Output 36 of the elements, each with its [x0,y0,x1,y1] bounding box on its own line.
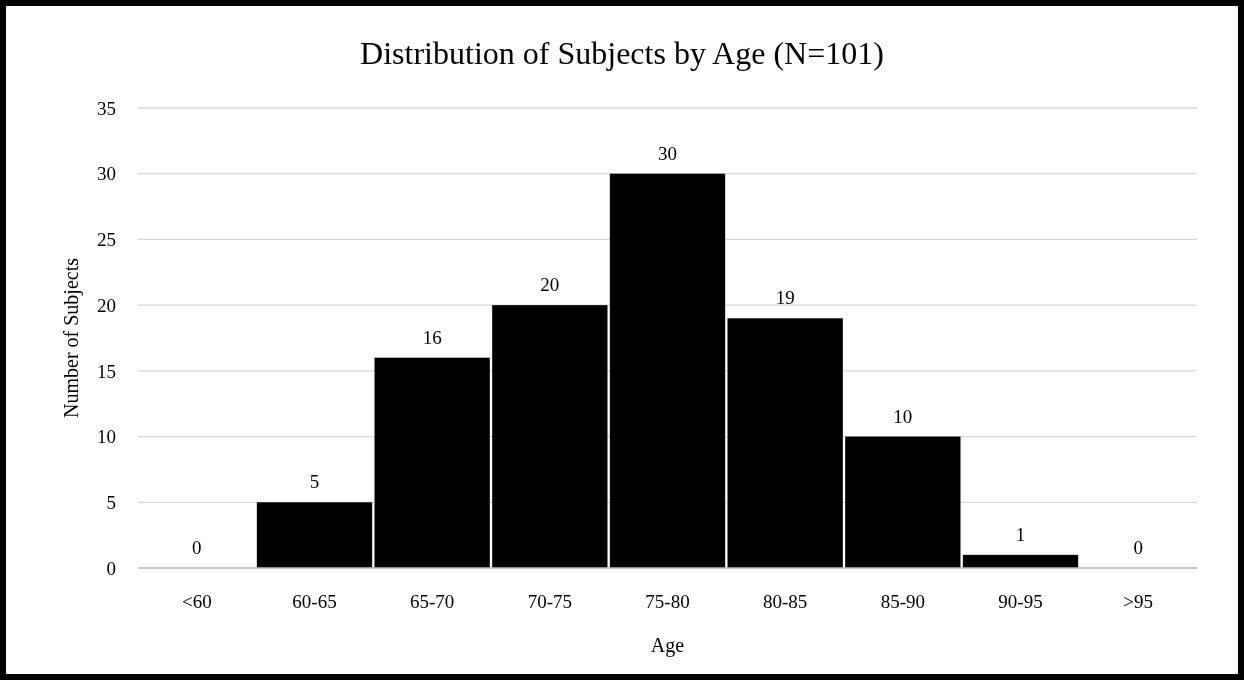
bar [492,305,608,568]
x-tick-label: 90-95 [998,591,1043,612]
data-label: 0 [192,537,202,558]
data-label: 10 [893,405,913,427]
x-tick-label: <60 [181,591,212,612]
data-label: 1 [1015,523,1026,545]
y-tick-label: 10 [97,426,116,448]
y-tick-label: 35 [97,97,116,119]
y-axis-title: Number of Subjects [60,257,83,418]
y-tick-label: 5 [106,491,116,513]
x-tick-label: 75-80 [645,591,690,612]
x-tick-label: >95 [1123,591,1154,612]
bar [962,554,1079,568]
x-axis-title: Age [650,634,685,657]
y-tick-label: 15 [97,360,116,382]
x-tick-label: 80-85 [763,591,808,612]
bar [845,436,961,568]
x-tick-label: 60-65 [292,591,337,612]
bar [256,502,373,568]
x-tick-label: 70-75 [527,591,572,612]
data-label: 0 [1133,537,1143,558]
y-tick-label: 30 [97,163,116,185]
data-label: 5 [309,471,320,493]
x-tick-label: 85-90 [880,591,925,612]
x-tick-label: 65-70 [410,591,455,612]
bar [374,357,490,568]
bar [609,173,726,568]
data-label: 16 [422,326,442,348]
y-tick-label: 20 [97,294,116,316]
bar [727,318,843,568]
data-label: 20 [540,274,560,296]
data-label: 30 [658,142,677,164]
chart-title: Distribution of Subjects by Age (N=101) [360,35,884,71]
data-label: 19 [775,287,795,309]
y-tick-label: 0 [106,557,116,579]
y-tick-label: 25 [97,229,116,251]
